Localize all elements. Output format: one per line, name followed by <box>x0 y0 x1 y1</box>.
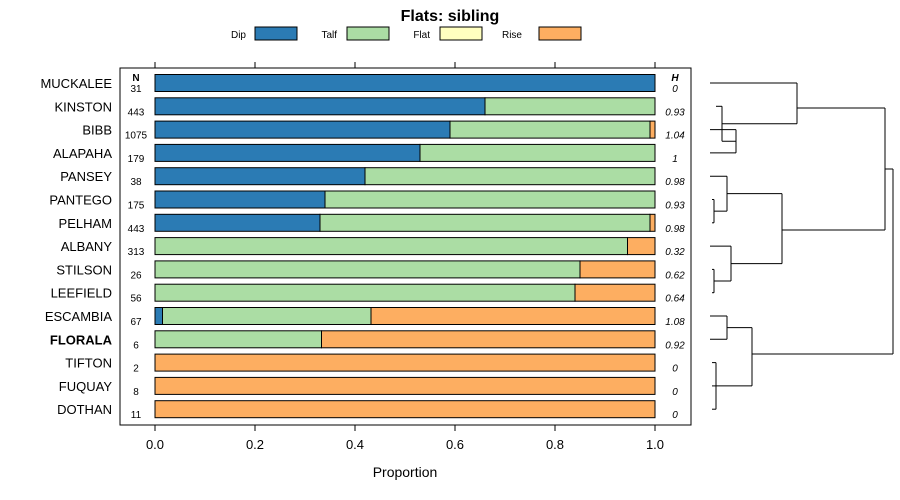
bar-kinston-dip <box>154 97 486 116</box>
bar-alapaha-talf <box>419 143 656 162</box>
category-label-florala: FLORALA <box>50 332 113 347</box>
n-value-alapaha: 179 <box>128 154 145 165</box>
h-value-leefield: 0.64 <box>665 294 685 305</box>
bar-florala-rise <box>321 330 656 349</box>
h-value-muckalee: 0 <box>672 84 678 95</box>
x-tick-label: 0.4 <box>346 437 364 452</box>
h-header: H <box>671 73 679 84</box>
x-tick-label: 1.0 <box>646 437 664 452</box>
legend-label-rise: Rise <box>502 30 522 41</box>
bar-leefield-talf <box>154 283 576 302</box>
n-value-pantego: 175 <box>128 201 145 212</box>
n-value-escambia: 67 <box>130 317 142 328</box>
bar-dothan-rise <box>154 400 656 419</box>
h-value-pantego: 0.93 <box>665 201 685 212</box>
bar-albany-talf <box>154 237 628 256</box>
category-label-bibb: BIBB <box>82 123 112 138</box>
category-label-tifton: TIFTON <box>65 356 112 371</box>
h-value-bibb: 1.04 <box>665 131 685 142</box>
x-tick-label: 0.6 <box>446 437 464 452</box>
n-value-fuquay: 8 <box>133 387 139 398</box>
category-label-kinston: KINSTON <box>54 99 112 114</box>
x-axis: 0.0 0.2 0.4 0.6 0.8 1.0 <box>146 62 664 452</box>
n-value-leefield: 56 <box>130 294 142 305</box>
category-label-alapaha: ALAPAHA <box>53 146 112 161</box>
h-value-fuquay: 0 <box>672 387 678 398</box>
category-label-albany: ALBANY <box>61 239 113 254</box>
legend-label-talf: Talf <box>321 30 337 41</box>
bar-tifton-rise <box>154 353 656 372</box>
h-value-alapaha: 1 <box>672 154 678 165</box>
category-label-pelham: PELHAM <box>59 216 112 231</box>
n-value-dothan: 11 <box>131 410 142 421</box>
bar-pansey-talf <box>364 167 656 186</box>
category-label-fuquay: FUQUAY <box>59 379 113 394</box>
n-value-pansey: 38 <box>130 177 142 188</box>
n-value-stilson: 26 <box>130 270 142 281</box>
bar-escambia-talf <box>162 307 372 325</box>
bar-stilson-talf <box>154 260 581 279</box>
bar-fuquay-rise <box>154 376 656 395</box>
category-labels: MUCKALEE 31 0 KINSTON 443 0.93 BIBB 1075 1.04 ALA… <box>40 76 685 421</box>
n-header: N <box>132 73 139 84</box>
n-value-bibb: 1075 <box>125 131 148 142</box>
dendrogram <box>710 82 894 410</box>
bar-pelham-talf <box>319 213 651 232</box>
category-label-leefield: LEEFIELD <box>51 286 112 301</box>
bar-muckalee-dip <box>154 74 656 92</box>
n-value-muckalee: 31 <box>130 84 142 95</box>
h-value-florala: 0.92 <box>665 340 685 351</box>
legend-label-dip: Dip <box>231 30 246 41</box>
bar-pansey-dip <box>154 167 366 186</box>
h-value-kinston: 0.93 <box>665 107 685 118</box>
n-value-florala: 6 <box>133 340 139 351</box>
bar-escambia-dip <box>154 307 163 325</box>
bar-albany-rise <box>627 237 656 256</box>
legend-swatch-rise <box>538 26 582 41</box>
legend-swatch-dip <box>254 26 298 41</box>
bar-bibb-dip <box>154 120 451 139</box>
h-value-albany: 0.32 <box>665 247 685 258</box>
h-value-stilson: 0.62 <box>665 270 685 281</box>
bar-kinston-talf <box>484 97 656 116</box>
h-value-tifton: 0 <box>672 364 678 375</box>
bar-escambia-rise <box>370 307 656 325</box>
n-value-albany: 313 <box>128 247 145 258</box>
legend-swatch-talf <box>346 26 390 41</box>
bar-pantego-dip <box>154 190 326 209</box>
bar-florala-talf <box>154 330 322 349</box>
category-label-pantego: PANTEGO <box>49 193 112 208</box>
category-label-muckalee: MUCKALEE <box>40 76 112 91</box>
legend: Dip Talf Flat Rise <box>231 26 582 41</box>
x-axis-label: Proportion <box>373 464 438 480</box>
n-value-tifton: 2 <box>133 364 139 375</box>
category-label-stilson: STILSON <box>56 262 112 277</box>
plot-frame <box>119 67 692 426</box>
legend-swatch-flat <box>439 26 483 41</box>
bar-leefield-rise <box>574 283 656 302</box>
x-tick-label: 0.0 <box>146 437 164 452</box>
bar-alapaha-dip <box>154 143 421 162</box>
bar-bibb-talf <box>449 120 651 139</box>
h-value-pelham: 0.98 <box>665 224 685 235</box>
bar-pantego-talf <box>324 190 656 209</box>
x-tick-label: 0.8 <box>546 437 564 452</box>
chart-title: Flats: sibling <box>401 8 500 25</box>
h-value-dothan: 0 <box>672 410 678 421</box>
bar-bibb-rise <box>649 120 656 139</box>
n-value-pelham: 443 <box>128 224 145 235</box>
n-value-kinston: 443 <box>128 107 145 118</box>
category-label-pansey: PANSEY <box>60 169 112 184</box>
bars <box>154 74 656 419</box>
category-label-dothan: DOTHAN <box>57 402 112 417</box>
category-label-escambia: ESCAMBIA <box>45 309 113 324</box>
x-tick-label: 0.2 <box>246 437 264 452</box>
bar-stilson-rise <box>579 260 656 279</box>
bar-pelham-dip <box>154 213 321 232</box>
bar-pelham-rise <box>649 213 656 232</box>
h-value-escambia: 1.08 <box>665 317 685 328</box>
h-value-pansey: 0.98 <box>665 177 685 188</box>
legend-label-flat: Flat <box>413 30 430 41</box>
